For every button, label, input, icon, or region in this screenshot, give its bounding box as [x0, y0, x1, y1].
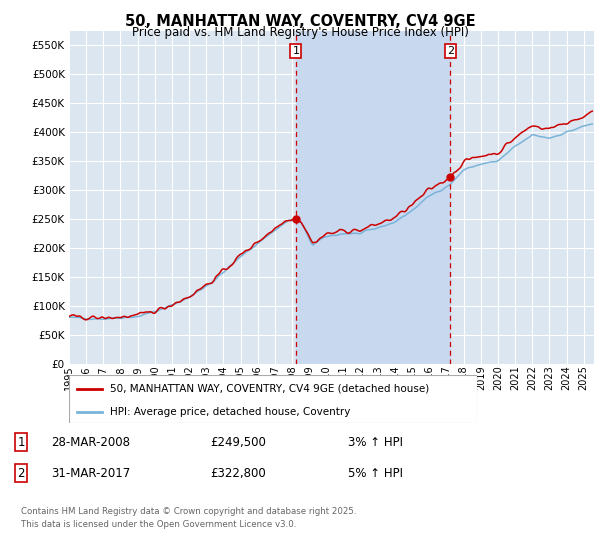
Text: 2: 2 [447, 46, 454, 56]
Text: £322,800: £322,800 [210, 466, 266, 480]
Text: 50, MANHATTAN WAY, COVENTRY, CV4 9GE: 50, MANHATTAN WAY, COVENTRY, CV4 9GE [125, 14, 475, 29]
Text: 28-MAR-2008: 28-MAR-2008 [51, 436, 130, 449]
FancyBboxPatch shape [69, 375, 477, 423]
Text: HPI: Average price, detached house, Coventry: HPI: Average price, detached house, Cove… [110, 407, 350, 417]
Text: 50, MANHATTAN WAY, COVENTRY, CV4 9GE (detached house): 50, MANHATTAN WAY, COVENTRY, CV4 9GE (de… [110, 384, 429, 394]
Text: Price paid vs. HM Land Registry's House Price Index (HPI): Price paid vs. HM Land Registry's House … [131, 26, 469, 39]
Text: £249,500: £249,500 [210, 436, 266, 449]
Text: Contains HM Land Registry data © Crown copyright and database right 2025.
This d: Contains HM Land Registry data © Crown c… [21, 507, 356, 529]
Text: 31-MAR-2017: 31-MAR-2017 [51, 466, 130, 480]
Text: 1: 1 [292, 46, 299, 56]
Text: 5% ↑ HPI: 5% ↑ HPI [348, 466, 403, 480]
Bar [296, 31, 451, 364]
Text: 1: 1 [17, 436, 25, 449]
Text: 3% ↑ HPI: 3% ↑ HPI [348, 436, 403, 449]
Text: 2: 2 [17, 466, 25, 480]
